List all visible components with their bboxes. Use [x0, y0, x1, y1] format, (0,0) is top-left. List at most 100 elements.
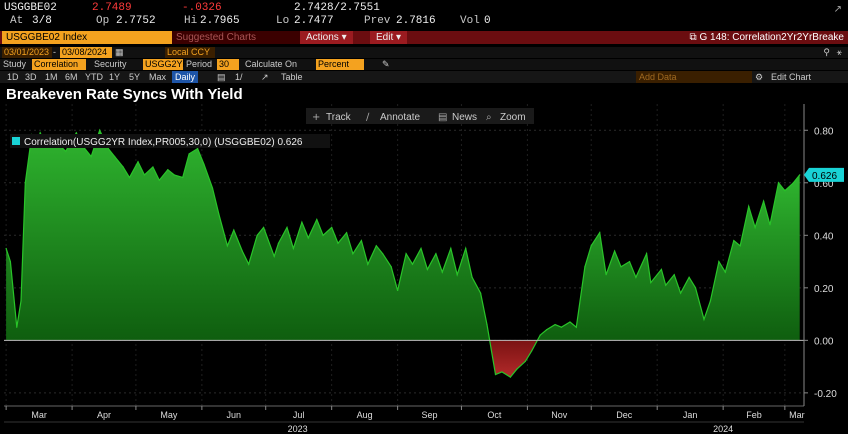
period-5y[interactable]: 5Y [129, 72, 141, 82]
data-point [724, 271, 726, 273]
y-tick-label: 0.20 [814, 284, 834, 295]
data-point [545, 329, 548, 331]
data-point [158, 179, 160, 181]
edit-menu[interactable]: Edit ▾ [370, 31, 408, 44]
news-icon: ▤ [438, 112, 447, 123]
year-label: 2023 [288, 424, 308, 434]
data-point [122, 166, 124, 168]
data-point [709, 300, 711, 302]
data-point [337, 242, 339, 244]
data-point [39, 132, 41, 134]
pin-icon[interactable]: ⚹ [836, 47, 842, 57]
table-button[interactable]: Table [281, 72, 303, 82]
chart-type-icon[interactable]: ▤ [217, 72, 226, 82]
data-point [173, 174, 175, 176]
period-input[interactable]: 30 [217, 59, 239, 70]
calc-select[interactable]: Percent [316, 59, 364, 70]
data-point [152, 166, 154, 168]
data-point [494, 373, 497, 376]
quote-row-1: USGGBE02 2.7489 -.0326 2.7428/2.7551 [4, 2, 844, 16]
data-point [456, 274, 458, 276]
last-value-label: 0.626 [812, 171, 837, 182]
line-icon[interactable]: ↗ [261, 72, 269, 82]
data-point [554, 323, 556, 326]
data-point [256, 234, 258, 236]
start-date-input[interactable]: 03/01/2023 [2, 47, 52, 58]
period-1m[interactable]: 1M [45, 72, 58, 82]
period-3d[interactable]: 3D [25, 72, 37, 82]
end-date-input[interactable]: 03/08/2024 [60, 47, 112, 58]
zoom-icon[interactable]: ⚲ [823, 47, 830, 57]
year-label: 2024 [713, 424, 733, 434]
negative-area [489, 340, 538, 378]
price-change: -.0326 [182, 2, 222, 14]
data-point [620, 266, 622, 268]
chart-menu: + Track ∕ Annotate ▤ News ⌕ Zoom [306, 108, 534, 124]
at-value: 3/8 [32, 15, 52, 27]
currency-select[interactable]: Local CCY [165, 47, 215, 58]
data-point [211, 187, 214, 189]
calc-label: Calculate On [245, 59, 298, 69]
data-point [107, 148, 109, 150]
data-point [614, 250, 616, 252]
data-point [226, 245, 229, 247]
at-label: At [10, 15, 24, 27]
track-button[interactable]: Track [326, 112, 352, 123]
period-daily[interactable]: Daily [172, 71, 199, 83]
period-6m[interactable]: 6M [65, 72, 78, 82]
data-point [65, 150, 67, 152]
undock-icon[interactable]: ↗ [833, 4, 842, 15]
data-point [9, 260, 11, 263]
data-point [590, 245, 592, 247]
data-point [75, 132, 77, 134]
data-point [307, 237, 309, 239]
news-button[interactable]: News [452, 112, 477, 123]
data-point [486, 323, 488, 326]
data-point [316, 218, 318, 221]
y-axis: 0.80 0.60 0.40 0.20 0.00 -0.20 0.626 [803, 104, 844, 406]
period-max[interactable]: Max [149, 72, 167, 82]
add-data-input[interactable]: Add Data [636, 71, 752, 83]
period-1y[interactable]: 1Y [109, 72, 121, 82]
x-tick-label: Jan [683, 410, 698, 420]
data-point [99, 129, 101, 131]
data-point [635, 276, 637, 278]
security-field[interactable]: USGGBE02 Index [2, 31, 172, 44]
data-point [375, 245, 377, 247]
external-link-icon[interactable]: ⧉ [689, 32, 697, 43]
x-tick-label: Jun [227, 410, 242, 420]
data-point [733, 239, 735, 242]
data-point [218, 213, 220, 215]
lo-value: 2.7477 [294, 15, 334, 27]
calendar-icon[interactable]: ▦ [115, 47, 124, 57]
window-controls[interactable]: ↗ [834, 4, 842, 15]
actions-menu[interactable]: Actions ▾ [300, 31, 353, 44]
prev-label: Prev [364, 15, 391, 27]
study-row: Study Correlation Security USGG2YR I Per… [0, 59, 848, 80]
suggested-charts-button[interactable]: Suggested Charts [172, 31, 300, 44]
settings-icon[interactable]: ⚙ [755, 72, 764, 82]
data-point [5, 247, 7, 250]
period-custom[interactable]: 1/ [235, 72, 243, 82]
period-row: 1D 3D 1M 6M YTD 1Y 5Y Max Daily ▤ 1/ ↗ T… [0, 71, 848, 83]
data-point [16, 326, 18, 328]
data-point [20, 300, 22, 302]
data-point [411, 263, 414, 265]
x-tick-label: Jul [293, 410, 305, 420]
pencil-icon[interactable]: ✎ [382, 59, 390, 69]
edit-label: Edit [376, 32, 394, 43]
period-ytd[interactable]: YTD [85, 72, 103, 82]
edit-chart-button[interactable]: Edit Chart [771, 72, 812, 82]
x-tick-label: Mar [31, 410, 47, 420]
zoom-button[interactable]: Zoom [500, 112, 526, 123]
data-point [575, 326, 577, 328]
data-point [286, 226, 288, 229]
hi-label: Hi [184, 15, 198, 27]
data-point [360, 239, 363, 242]
annotate-button[interactable]: Annotate [380, 112, 420, 123]
period-1d[interactable]: 1D [7, 72, 19, 82]
data-point [248, 263, 250, 265]
study-select[interactable]: Correlation [32, 59, 86, 70]
data-point [114, 155, 116, 158]
